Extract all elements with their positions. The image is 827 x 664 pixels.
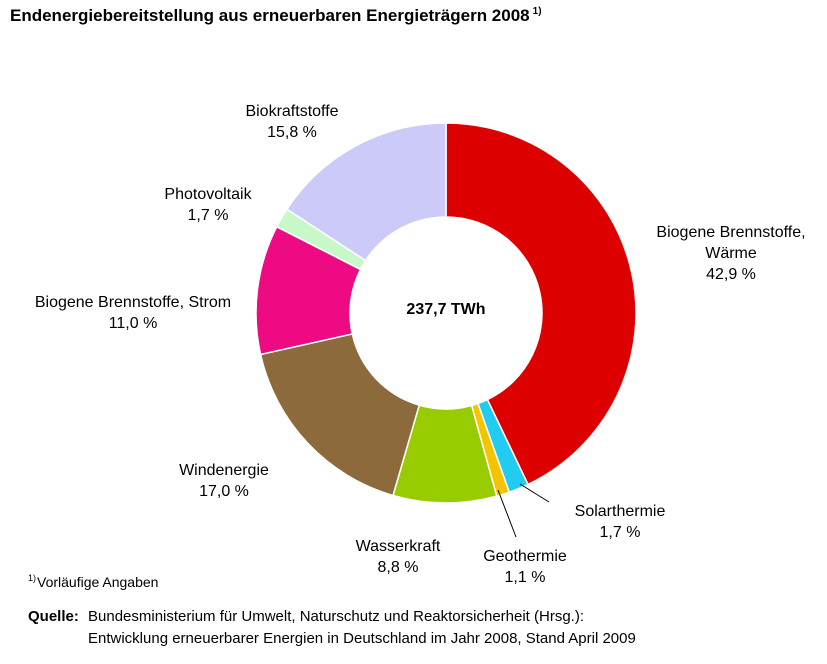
footnote-marker: 1) [28, 573, 37, 583]
label-solarthermie-name: Solarthermie [574, 503, 666, 520]
label-geothermie: Geothermie 1,1 % [465, 546, 585, 588]
slice-windenergie [259, 333, 421, 497]
solarthermie-leader-line [519, 483, 550, 503]
geothermie-leader-line [497, 489, 517, 538]
title-footnote-marker: 1) [532, 6, 542, 17]
label-solarthermie-value: 1,7 % [599, 524, 641, 541]
label-wasserkraft-name: Wasserkraft [355, 538, 441, 555]
label-biokraftstoffe: Biokraftstoffe 15,8 % [232, 101, 352, 143]
label-biogene-strom-value: 11,0 % [108, 315, 158, 332]
label-wasserkraft: Wasserkraft 8,8 % [338, 536, 458, 578]
label-biogene-waerme: Biogene Brennstoffe, Wärme 42,9 % [636, 222, 826, 285]
chart-title: Endenergiebereitstellung aus erneuerbare… [10, 6, 542, 26]
chart-title-text: Endenergiebereitstellung aus erneuerbare… [10, 6, 530, 25]
label-biogene-waerme-line1: Biogene Brennstoffe, [656, 224, 806, 241]
source-line-1: Bundesministerium für Umwelt, Naturschut… [88, 608, 585, 625]
label-geothermie-name: Geothermie [483, 548, 567, 565]
label-biogene-strom-name: Biogene Brennstoffe, Strom [34, 294, 232, 311]
footnote: 1)Vorläufige Angaben [28, 573, 158, 590]
footnote-text: Vorläufige Angaben [37, 574, 159, 590]
donut-center-total: 237,7 TWh [406, 301, 486, 318]
slice-biokraftstoffe [285, 122, 447, 262]
label-biokraftstoffe-value: 15,8 % [267, 124, 317, 141]
label-biogene-waerme-line2: Wärme [705, 245, 757, 262]
label-biokraftstoffe-name: Biokraftstoffe [245, 103, 339, 120]
source-line-2: Entwicklung erneuerbarer Energien in Deu… [88, 630, 636, 647]
label-geothermie-value: 1,1 % [504, 569, 546, 586]
label-biogene-strom: Biogene Brennstoffe, Strom 11,0 % [8, 292, 258, 334]
label-solarthermie: Solarthermie 1,7 % [560, 501, 680, 543]
label-wasserkraft-value: 8,8 % [377, 559, 419, 576]
label-windenergie-value: 17,0 % [199, 483, 249, 500]
label-photovoltaik: Photovoltaik 1,7 % [148, 184, 268, 226]
label-photovoltaik-value: 1,7 % [187, 207, 229, 224]
source-key: Quelle: [28, 608, 79, 625]
slice-biogene-brennstoffe-waerme [445, 122, 637, 486]
donut-chart [255, 122, 637, 538]
label-windenergie-name: Windenergie [179, 462, 269, 479]
label-biogene-waerme-value: 42,9 % [706, 266, 756, 283]
label-windenergie: Windenergie 17,0 % [164, 460, 284, 502]
label-photovoltaik-name: Photovoltaik [164, 186, 252, 203]
